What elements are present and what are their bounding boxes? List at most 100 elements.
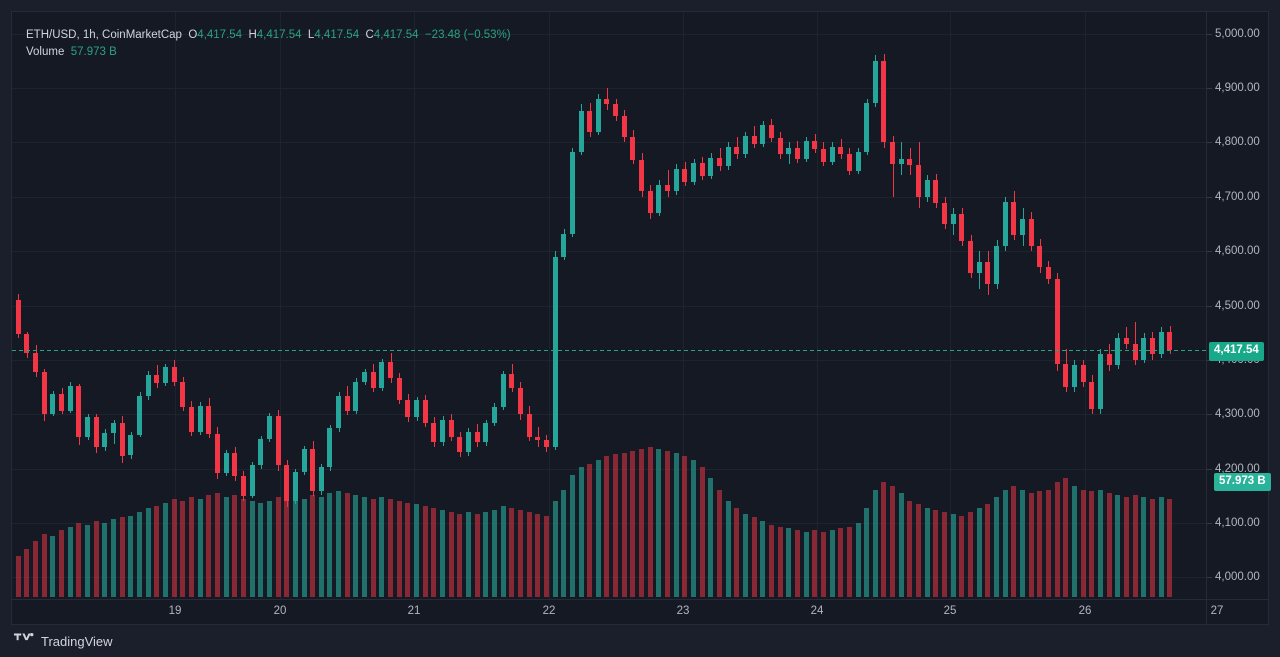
grid-line-vertical: [950, 12, 951, 599]
candle-body-down: [752, 135, 757, 144]
volume-bar-up: [553, 500, 558, 597]
volume-bar-up: [994, 497, 999, 597]
candle-body-down: [457, 437, 462, 453]
candle-body-up: [302, 448, 307, 472]
candle-body-down: [985, 262, 990, 284]
price-tick-label: 4,100.00: [1215, 516, 1260, 529]
volume-bar-down: [769, 524, 774, 597]
candle-body-down: [24, 333, 29, 354]
volume-bar-down: [1089, 491, 1094, 597]
candle-wick: [893, 135, 894, 197]
candle-body-down: [76, 385, 81, 438]
candle-body-up: [1072, 365, 1077, 388]
volume-bar-down: [345, 493, 350, 597]
volume-bar-up: [830, 530, 835, 597]
price-axis-dash: [1207, 306, 1212, 307]
price-axis-dash: [1207, 469, 1212, 470]
volume-bar-up: [111, 519, 116, 597]
volume-bar-down: [24, 548, 29, 597]
volume-bar-up: [146, 508, 151, 597]
volume-bar-up: [899, 493, 904, 597]
candle-body-down: [1107, 354, 1112, 366]
candle-body-up: [786, 147, 791, 155]
candle-body-up: [483, 422, 488, 443]
candle-body-up: [1141, 338, 1146, 360]
candle-body-up: [327, 428, 332, 468]
candle-body-up: [1020, 218, 1025, 235]
grid-line-vertical: [817, 12, 818, 599]
candle-body-up: [466, 431, 471, 453]
price-axis[interactable]: 5,000.00 4,900.00 4,800.00 4,700.00 4,600.00…: [1206, 12, 1271, 599]
candle-body-up: [856, 152, 861, 171]
candle-body-down: [189, 406, 194, 432]
candle-body-up: [864, 103, 869, 153]
volume-bar-down: [821, 532, 826, 597]
candle-body-down: [717, 157, 722, 167]
price-axis-dash: [1207, 414, 1212, 415]
candle-body-up: [163, 367, 168, 383]
volume-bar-down: [682, 456, 687, 597]
volume-bar-up: [570, 474, 575, 597]
grid-line-horizontal: [12, 469, 1206, 470]
tradingview-branding[interactable]: TradingView: [14, 632, 113, 650]
volume-bar-down: [276, 497, 281, 597]
candle-body-down: [1081, 365, 1086, 382]
candle-body-up: [50, 393, 55, 415]
price-tick-label: 4,500.00: [1215, 299, 1260, 312]
volume-bar-down: [959, 515, 964, 597]
candle-body-down: [907, 158, 912, 166]
volume-bar-down: [397, 500, 402, 597]
volume-bar-down: [985, 504, 990, 597]
volume-bar-up: [68, 526, 73, 597]
candle-body-up: [111, 422, 116, 433]
candle-body-up: [1098, 354, 1103, 409]
candle-wick: [901, 142, 902, 176]
candle-body-up: [1115, 338, 1120, 366]
candle-body-down: [639, 159, 644, 192]
candle-body-down: [449, 419, 454, 438]
volume-bar-down: [16, 556, 21, 597]
price-axis-dash: [1207, 88, 1212, 89]
volume-bar-up: [1115, 495, 1120, 597]
volume-bar-up: [804, 532, 809, 597]
candle-body-up: [137, 395, 142, 435]
volume-bar-up: [1003, 489, 1008, 597]
candle-body-up: [440, 419, 445, 443]
candle-body-up: [501, 373, 506, 407]
candle-body-down: [397, 378, 402, 401]
candle-body-up: [414, 400, 419, 418]
volume-bar-up: [691, 459, 696, 597]
volume-bar-down: [734, 508, 739, 597]
candle-wick: [538, 427, 539, 447]
volume-bar-down: [942, 511, 947, 597]
volume-bar-up: [1072, 485, 1077, 597]
volume-bar-up: [977, 508, 982, 597]
volume-bar-up: [561, 489, 566, 597]
time-tick-label: 21: [407, 605, 421, 617]
candle-body-down: [284, 465, 289, 502]
price-tick-label: 4,800.00: [1215, 136, 1260, 149]
chart-plot-area[interactable]: [12, 12, 1206, 599]
time-tick-label: 22: [542, 605, 556, 617]
candle-body-down: [682, 168, 687, 182]
candle-body-up: [102, 432, 107, 447]
volume-bar-up: [224, 497, 229, 597]
volume-bar-down: [215, 493, 220, 597]
volume-bar-down: [604, 456, 609, 597]
volume-bar-up: [951, 513, 956, 597]
time-axis[interactable]: 19 20 21 22 23 24 25 26 27: [12, 599, 1268, 625]
candle-body-down: [172, 367, 177, 382]
candle-body-down: [232, 453, 237, 477]
candle-body-down: [769, 125, 774, 139]
candle-body-up: [977, 262, 982, 273]
candle-body-down: [120, 422, 125, 456]
candle-body-up: [596, 98, 601, 132]
candle-body-down: [42, 371, 47, 415]
time-tick-label: 26: [1078, 605, 1092, 617]
volume-bar-down: [232, 495, 237, 597]
grid-line-vertical: [683, 12, 684, 599]
volume-bar-down: [423, 506, 428, 597]
price-tick-label: 4,000.00: [1215, 571, 1260, 584]
volume-bar-down: [812, 530, 817, 597]
grid-line-horizontal: [12, 34, 1206, 35]
